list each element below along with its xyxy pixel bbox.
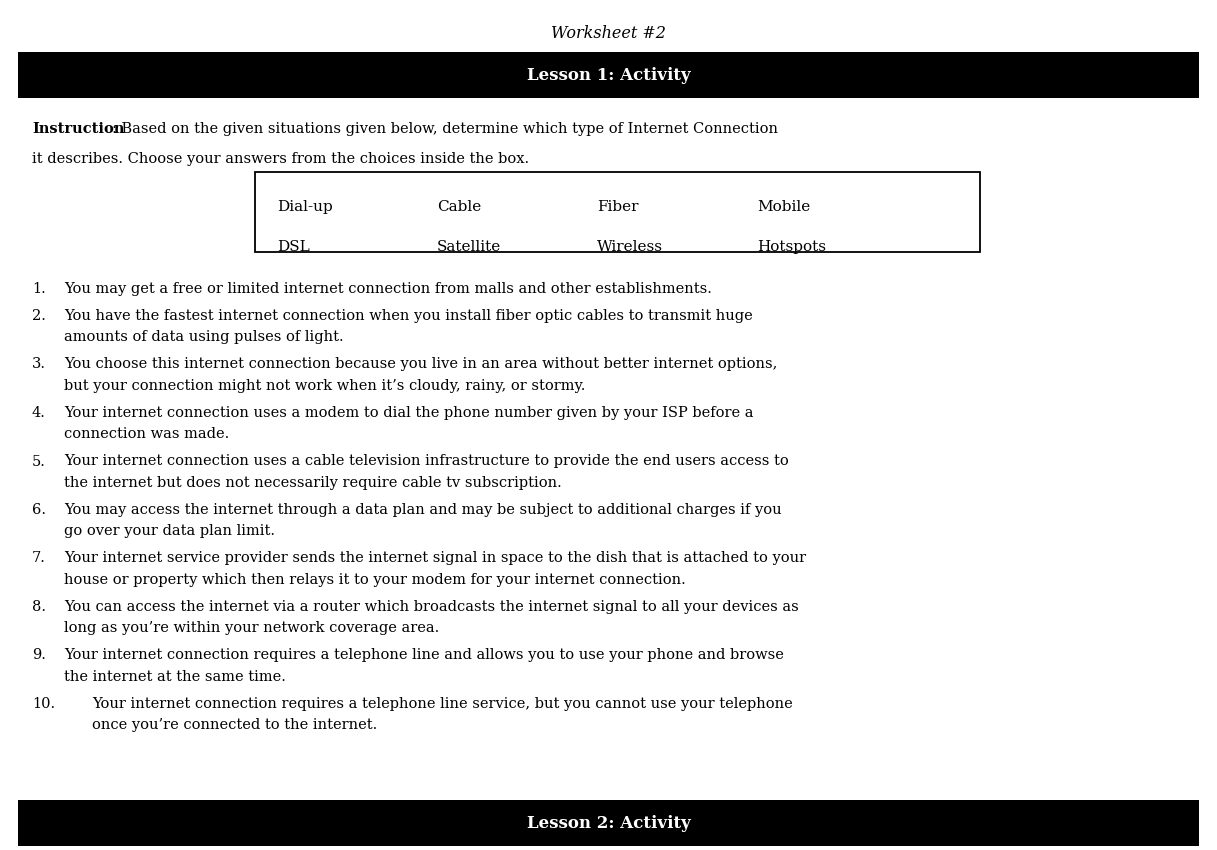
Text: connection was made.: connection was made.: [65, 428, 229, 441]
Text: Mobile: Mobile: [757, 200, 811, 214]
Text: Your internet connection requires a telephone line and allows you to use your ph: Your internet connection requires a tele…: [65, 649, 784, 662]
Text: DSL: DSL: [277, 240, 310, 254]
Text: Fiber: Fiber: [598, 200, 639, 214]
Text: the internet but does not necessarily require cable tv subscription.: the internet but does not necessarily re…: [65, 476, 562, 490]
Text: 2.: 2.: [32, 309, 46, 323]
Text: it describes. Choose your answers from the choices inside the box.: it describes. Choose your answers from t…: [32, 152, 529, 166]
Text: 6.: 6.: [32, 503, 46, 517]
Text: Instruction: Instruction: [32, 122, 124, 136]
Text: 4.: 4.: [32, 406, 46, 420]
Text: Cable: Cable: [437, 200, 481, 214]
Text: Your internet service provider sends the internet signal in space to the dish th: Your internet service provider sends the…: [65, 552, 806, 565]
Text: Hotspots: Hotspots: [757, 240, 826, 254]
Text: You have the fastest internet connection when you install fiber optic cables to : You have the fastest internet connection…: [65, 309, 753, 323]
Text: Worksheet #2: Worksheet #2: [551, 25, 666, 42]
Text: Your internet connection uses a modem to dial the phone number given by your ISP: Your internet connection uses a modem to…: [65, 406, 753, 420]
Text: amounts of data using pulses of light.: amounts of data using pulses of light.: [65, 331, 343, 344]
Text: but your connection might not work when it’s cloudy, rainy, or stormy.: but your connection might not work when …: [65, 379, 585, 393]
Text: 8.: 8.: [32, 600, 46, 614]
Text: Dial-up: Dial-up: [277, 200, 332, 214]
Text: Your internet connection uses a cable television infrastructure to provide the e: Your internet connection uses a cable te…: [65, 455, 789, 468]
Text: 10.: 10.: [32, 697, 55, 711]
Text: 5.: 5.: [32, 455, 46, 468]
Bar: [18, 52, 1199, 98]
Text: long as you’re within your network coverage area.: long as you’re within your network cover…: [65, 621, 439, 636]
Text: the internet at the same time.: the internet at the same time.: [65, 670, 286, 684]
Text: go over your data plan limit.: go over your data plan limit.: [65, 524, 275, 539]
Text: You can access the internet via a router which broadcasts the internet signal to: You can access the internet via a router…: [65, 600, 798, 614]
Bar: [18, 800, 1199, 846]
Text: You may access the internet through a data plan and may be subject to additional: You may access the internet through a da…: [65, 503, 781, 517]
Text: 3.: 3.: [32, 358, 46, 371]
Bar: [256, 172, 980, 252]
Text: once you’re connected to the internet.: once you’re connected to the internet.: [92, 718, 377, 733]
Text: Lesson 1: Activity: Lesson 1: Activity: [527, 66, 690, 83]
Text: Lesson 2: Activity: Lesson 2: Activity: [527, 814, 690, 831]
Text: Satellite: Satellite: [437, 240, 501, 254]
Text: Wireless: Wireless: [598, 240, 663, 254]
Text: house or property which then relays it to your modem for your internet connectio: house or property which then relays it t…: [65, 573, 685, 587]
Text: You may get a free or limited internet connection from malls and other establish: You may get a free or limited internet c…: [65, 282, 712, 296]
Text: You choose this internet connection because you live in an area without better i: You choose this internet connection beca…: [65, 358, 778, 371]
Text: 7.: 7.: [32, 552, 46, 565]
Text: : Based on the given situations given below, determine which type of Internet Co: : Based on the given situations given be…: [112, 122, 778, 136]
Text: 9.: 9.: [32, 649, 46, 662]
Text: Your internet connection requires a telephone line service, but you cannot use y: Your internet connection requires a tele…: [92, 697, 792, 711]
Text: 1.: 1.: [32, 282, 46, 296]
